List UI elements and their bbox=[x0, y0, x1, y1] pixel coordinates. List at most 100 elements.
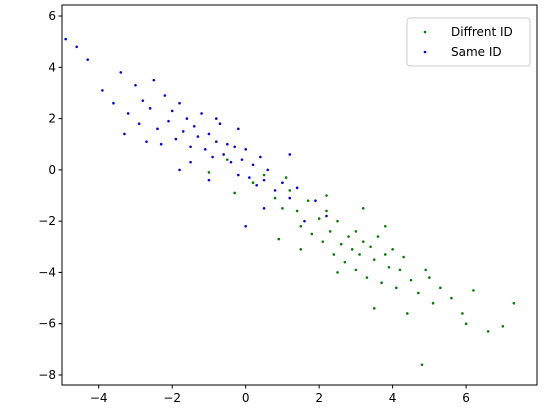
point bbox=[288, 153, 292, 156]
point bbox=[251, 163, 255, 167]
y-tick-label: 0 bbox=[48, 163, 56, 177]
point bbox=[350, 248, 354, 251]
point bbox=[185, 117, 189, 120]
point bbox=[266, 168, 270, 172]
point bbox=[383, 224, 387, 228]
point bbox=[325, 194, 328, 197]
legend: Diffrent ID Same ID bbox=[406, 17, 531, 67]
x-tick-label: 2 bbox=[315, 391, 323, 405]
point bbox=[75, 45, 78, 49]
point bbox=[163, 94, 167, 97]
point bbox=[383, 253, 387, 256]
point bbox=[214, 117, 218, 120]
point bbox=[123, 132, 126, 136]
point bbox=[126, 112, 130, 115]
point bbox=[328, 230, 332, 233]
point bbox=[145, 140, 148, 143]
point bbox=[255, 183, 259, 187]
point bbox=[486, 330, 490, 333]
point bbox=[259, 155, 262, 159]
point bbox=[64, 37, 67, 41]
point bbox=[295, 186, 299, 190]
legend-box bbox=[406, 17, 531, 67]
point bbox=[321, 240, 325, 243]
point bbox=[461, 312, 464, 315]
point bbox=[428, 276, 431, 279]
point bbox=[284, 176, 288, 179]
x-tick-label: 4 bbox=[389, 391, 397, 405]
point bbox=[376, 235, 380, 238]
point bbox=[189, 160, 192, 164]
point bbox=[299, 224, 303, 228]
point bbox=[347, 235, 350, 238]
point bbox=[226, 158, 229, 161]
point bbox=[472, 289, 475, 292]
point bbox=[343, 260, 347, 264]
point bbox=[237, 173, 240, 177]
point bbox=[288, 189, 292, 192]
points bbox=[64, 37, 516, 367]
point bbox=[310, 232, 314, 236]
point bbox=[203, 148, 207, 151]
point bbox=[119, 71, 123, 74]
point bbox=[178, 168, 181, 172]
point bbox=[501, 324, 505, 328]
point bbox=[512, 301, 516, 305]
point bbox=[358, 253, 361, 256]
point bbox=[244, 148, 247, 151]
point bbox=[277, 237, 281, 241]
point bbox=[137, 122, 141, 126]
point bbox=[174, 137, 178, 141]
point bbox=[189, 145, 192, 149]
point bbox=[325, 209, 328, 213]
point bbox=[424, 268, 427, 272]
point bbox=[178, 101, 181, 105]
point bbox=[240, 158, 244, 161]
point bbox=[417, 291, 420, 295]
point bbox=[303, 219, 306, 223]
point bbox=[420, 363, 424, 367]
y-tick-label: 2 bbox=[48, 112, 56, 126]
point bbox=[181, 130, 185, 133]
legend-marker bbox=[423, 30, 427, 34]
point bbox=[464, 322, 468, 326]
point bbox=[398, 268, 402, 272]
point bbox=[395, 286, 398, 290]
point bbox=[439, 286, 442, 290]
point bbox=[391, 248, 394, 251]
y-tick-label: −2 bbox=[38, 214, 56, 228]
point bbox=[86, 58, 90, 61]
point bbox=[372, 258, 376, 261]
point bbox=[336, 219, 339, 223]
point bbox=[222, 153, 225, 156]
point bbox=[218, 122, 222, 126]
point bbox=[299, 248, 303, 251]
legend-label: Diffrent ID bbox=[451, 25, 513, 39]
point bbox=[207, 132, 211, 136]
point bbox=[354, 268, 358, 272]
point bbox=[387, 266, 391, 269]
point bbox=[281, 207, 284, 210]
point bbox=[336, 271, 339, 274]
y-tick-label: −6 bbox=[38, 317, 56, 331]
point bbox=[406, 312, 409, 315]
point bbox=[211, 155, 214, 159]
point bbox=[200, 112, 203, 115]
point bbox=[152, 78, 156, 82]
point bbox=[262, 178, 266, 182]
x-tick-label: −2 bbox=[163, 391, 181, 405]
point bbox=[332, 253, 336, 256]
plot-area bbox=[62, 5, 537, 385]
y-tick-label: 6 bbox=[48, 9, 56, 23]
point bbox=[244, 224, 247, 228]
legend-marker bbox=[423, 50, 427, 54]
y-tick-label: 4 bbox=[48, 60, 56, 74]
point bbox=[273, 189, 277, 192]
point bbox=[170, 109, 174, 113]
point bbox=[167, 119, 170, 123]
point bbox=[214, 140, 218, 143]
legend-label: Same ID bbox=[451, 45, 502, 59]
point bbox=[226, 142, 229, 146]
point bbox=[207, 171, 211, 174]
